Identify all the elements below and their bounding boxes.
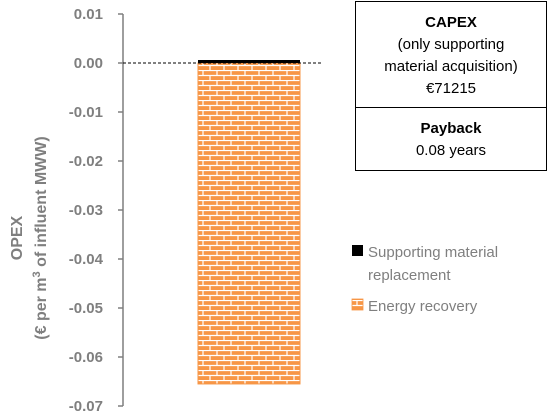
legend-swatch-energy (351, 298, 364, 311)
capex-note-2: material acquisition) (384, 58, 518, 75)
y-axis-ticks: 0.01 0.00 -0.01 -0.02 -0.03 -0.04 -0.05 -0.06 -0… (69, 6, 123, 415)
legend: Supporting material replacement Energy r… (351, 244, 498, 315)
bar-group (197, 60, 301, 385)
legend-label-support-1: Supporting material (368, 244, 498, 261)
y-tick-label: -0.01 (69, 104, 103, 121)
y-tick-label: 0.01 (74, 6, 103, 23)
capex-value: €71215 (425, 80, 477, 97)
payback-value: 0.08 years (415, 142, 487, 159)
legend-swatch-support (352, 245, 363, 256)
y-tick-label: -0.07 (69, 398, 103, 415)
y-tick-label: 0.00 (74, 55, 103, 72)
y-axis-unit: (€ per m3 of influent MWW) (31, 136, 50, 339)
y-tick-label: -0.06 (69, 349, 103, 366)
legend-label-support-2: replacement (368, 267, 451, 284)
payback-box: Payback 0.08 years (355, 107, 547, 171)
y-tick-label: -0.02 (69, 153, 103, 170)
y-axis-title: OPEX (9, 215, 26, 260)
legend-label-energy: Energy recovery (368, 298, 478, 315)
capex-title: CAPEX (425, 14, 477, 31)
bar-energy-recovery (197, 62, 301, 385)
capex-note-1: (only supporting (397, 36, 505, 53)
capex-box: CAPEX (only supporting material acquisit… (355, 1, 547, 108)
payback-title: Payback (420, 120, 482, 137)
y-tick-label: -0.03 (69, 202, 103, 219)
y-tick-label: -0.05 (69, 300, 103, 317)
bar-supporting-material (198, 60, 300, 63)
y-tick-label: -0.04 (69, 251, 104, 268)
